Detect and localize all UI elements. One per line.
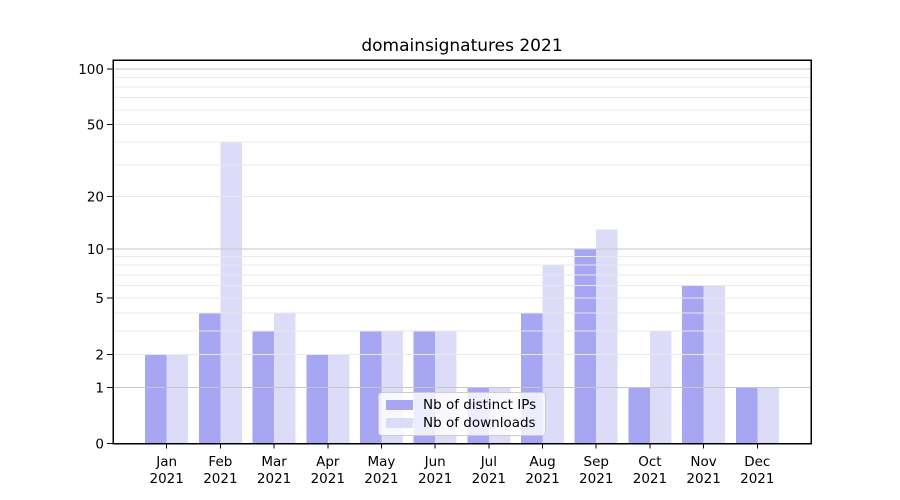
y-tick-label: 5 <box>95 291 104 307</box>
bar-downloads-dec <box>757 387 779 444</box>
x-tick-label-month: Sep <box>584 454 609 470</box>
x-tick-label-month: Mar <box>261 454 287 470</box>
legend: Nb of distinct IPs Nb of downloads <box>378 392 546 436</box>
x-tick-label-year: 2021 <box>633 471 667 487</box>
x-tick-label-month: Jun <box>424 454 446 470</box>
x-tick-label-year: 2021 <box>686 471 720 487</box>
bar-distinct-ips-dec <box>735 387 758 444</box>
bar-downloads-mar <box>274 312 296 444</box>
legend-swatch-downloads <box>386 418 413 428</box>
x-tick-label-month: Oct <box>638 454 661 470</box>
x-tick-label-year: 2021 <box>257 471 291 487</box>
y-tick-label: 2 <box>95 347 104 363</box>
x-tick-label-month: Aug <box>529 454 555 470</box>
bar-downloads-jan <box>166 354 189 444</box>
x-tick-label-month: Apr <box>316 454 340 470</box>
y-tick-label: 100 <box>78 62 104 78</box>
x-tick-label-year: 2021 <box>203 471 237 487</box>
legend-label-downloads: Nb of downloads <box>423 415 536 431</box>
x-tick-label-year: 2021 <box>525 471 559 487</box>
x-tick-label-year: 2021 <box>472 471 506 487</box>
x-tick-label-year: 2021 <box>311 471 345 487</box>
x-tick-label-year: 2021 <box>740 471 774 487</box>
legend-swatch-distinct-ips <box>386 400 413 410</box>
x-tick-label-year: 2021 <box>579 471 613 487</box>
x-tick-label-month: Feb <box>208 454 232 470</box>
bar-distinct-ips-oct <box>628 387 650 444</box>
legend-item-distinct-ips: Nb of distinct IPs <box>386 397 537 413</box>
bar-downloads-sep <box>596 229 618 444</box>
x-tick-label-month: Jul <box>480 454 497 470</box>
bar-downloads-feb <box>220 142 242 444</box>
y-tick-label: 10 <box>87 242 104 258</box>
bar-distinct-ips-jan <box>145 354 167 444</box>
bar-distinct-ips-nov <box>682 285 704 444</box>
x-tick-label-year: 2021 <box>418 471 452 487</box>
x-tick-label-month: Jan <box>155 454 177 470</box>
bar-distinct-ips-sep <box>574 248 597 444</box>
x-tick-label-month: Dec <box>744 454 770 470</box>
x-tick-label-year: 2021 <box>364 471 398 487</box>
x-tick-label-month: Nov <box>690 454 716 470</box>
bar-distinct-ips-apr <box>306 354 328 444</box>
legend-item-downloads: Nb of downloads <box>386 415 537 431</box>
y-tick-label: 50 <box>87 117 104 133</box>
x-tick-label-month: May <box>368 454 396 470</box>
y-tick-label: 0 <box>95 437 104 453</box>
plot-frame <box>112 59 812 445</box>
x-tick-label-year: 2021 <box>150 471 184 487</box>
bar-distinct-ips-feb <box>198 312 221 444</box>
y-tick-label: 1 <box>95 380 104 396</box>
y-tick-label: 20 <box>87 189 104 205</box>
legend-label-distinct-ips: Nb of distinct IPs <box>423 397 537 413</box>
bar-downloads-apr <box>327 354 350 444</box>
bar-downloads-nov <box>703 285 726 444</box>
chart-title: domainsignatures 2021 <box>361 36 563 56</box>
